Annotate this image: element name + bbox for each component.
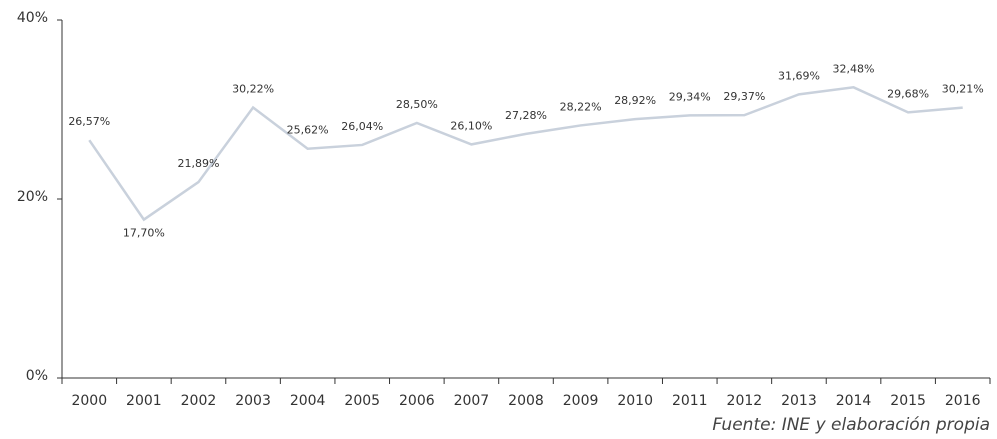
value-label: 21,89% (177, 157, 219, 170)
value-label: 27,28% (505, 109, 547, 122)
x-tick-label: 2005 (344, 393, 380, 409)
y-tick-label: 20% (17, 189, 48, 205)
x-tick-label: 2002 (181, 393, 217, 409)
source: Fuente: INE y elaboración propia (712, 415, 990, 435)
x-tick-label: 2015 (890, 393, 926, 409)
x-tick-label: 2011 (672, 393, 708, 409)
value-label: 28,22% (560, 100, 602, 113)
value-label: 28,50% (396, 98, 438, 111)
x-tick-label: 2010 (617, 393, 653, 409)
value-label: 26,10% (450, 119, 492, 132)
x-tick-label: 2008 (508, 393, 544, 409)
x-tick-label: 2016 (945, 393, 981, 409)
value-label: 17,70% (123, 227, 165, 240)
x-tick-label: 2013 (781, 393, 817, 409)
value-label: 26,57% (68, 115, 110, 128)
value-label: 30,21% (942, 83, 984, 96)
value-label: 29,34% (669, 90, 711, 103)
x-tick-label: 2007 (454, 393, 490, 409)
value-label: 30,22% (232, 83, 274, 96)
line (88, 86, 963, 222)
x-tick-label: 2006 (399, 393, 435, 409)
y-tick-label: 0% (26, 368, 48, 384)
x-tick-label: 2003 (235, 393, 271, 409)
value-label: 32,48% (833, 62, 875, 75)
value-label: 29,68% (887, 87, 929, 100)
x-tick-label: 2004 (290, 393, 326, 409)
value-label: 29,37% (723, 90, 765, 103)
x-tick-label: 2009 (563, 393, 599, 409)
x-tick-label: 2014 (836, 393, 872, 409)
value-label: 25,62% (287, 124, 329, 137)
x-tick-label: 2001 (126, 393, 162, 409)
y-tick-label: 40% (17, 10, 48, 26)
value-label: 31,69% (778, 69, 820, 82)
x-tick-label: 2012 (727, 393, 763, 409)
x-tick-label: 2000 (71, 393, 107, 409)
value-label: 26,04% (341, 120, 383, 133)
value-label: 28,92% (614, 94, 656, 107)
